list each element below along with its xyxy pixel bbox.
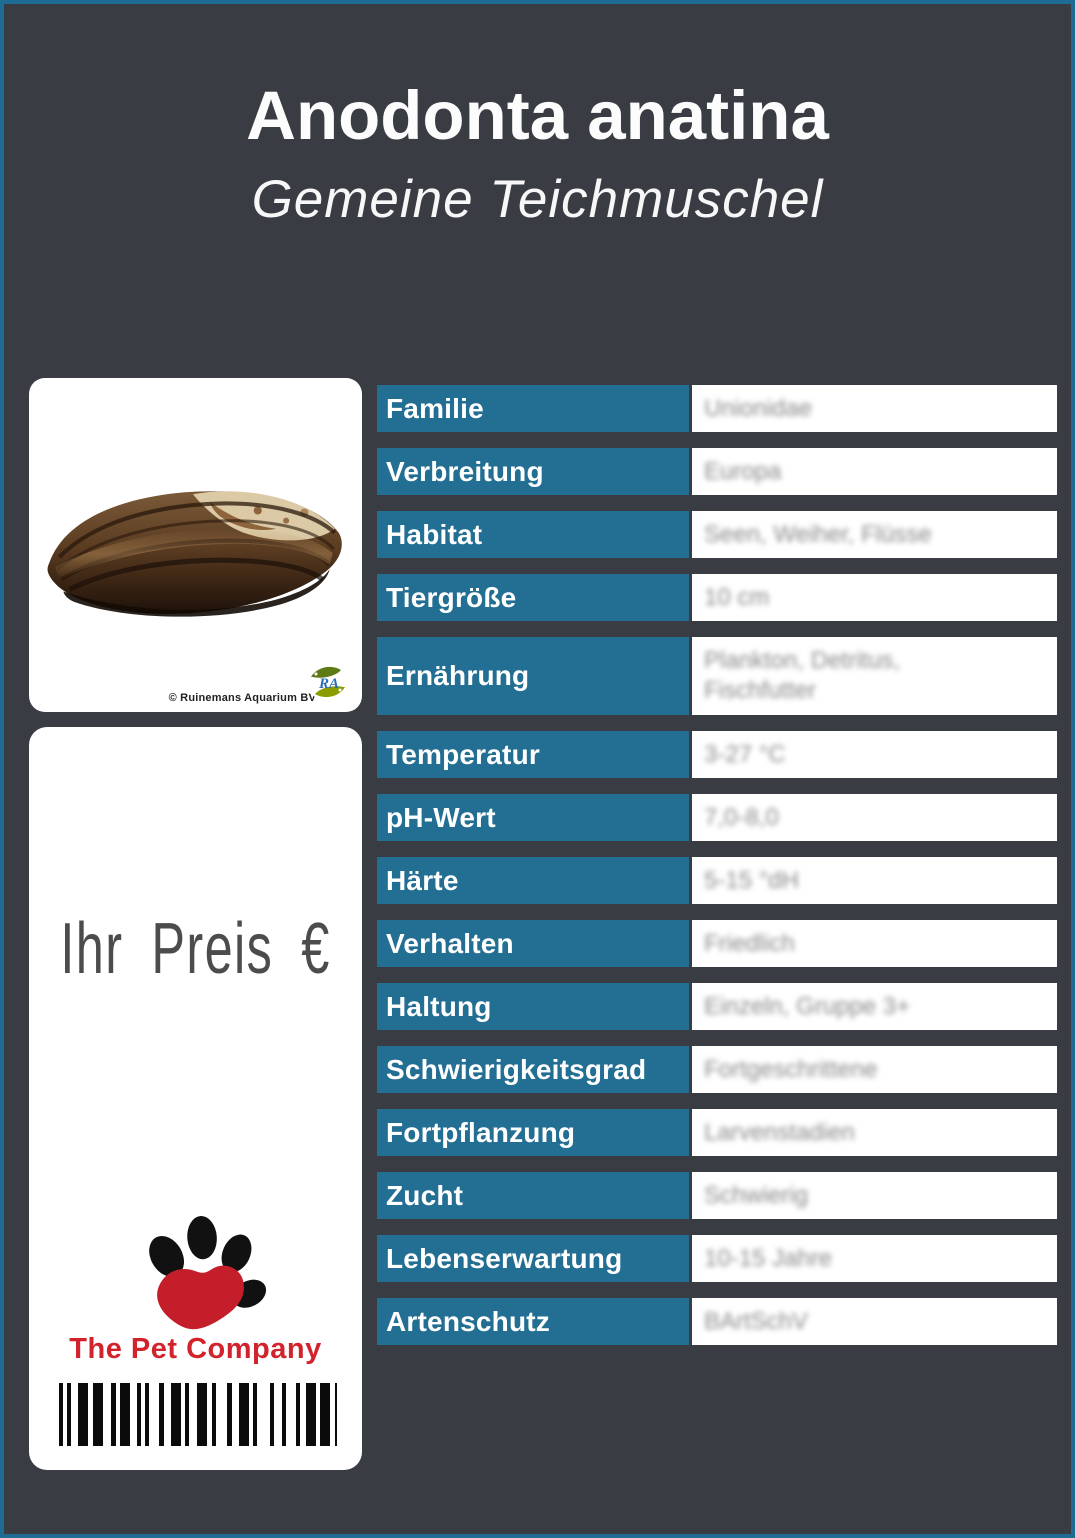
company-name: The Pet Company [69, 1333, 322, 1365]
spec-value: 10-15 Jahre [704, 1244, 833, 1272]
spec-value: Unionidae [704, 394, 813, 422]
table-row: Temperatur 3-27 °C [377, 731, 1057, 778]
spec-value-cell: Europa [692, 448, 1057, 495]
table-row: Familie Unionidae [377, 385, 1057, 432]
table-row: Ernährung Plankton, Detritus, Fischfutte… [377, 637, 1057, 715]
spec-value: 10 cm [704, 583, 770, 611]
spec-value-cell: Larvenstadien [692, 1109, 1057, 1156]
table-row: Habitat Seen, Weiher, Flüsse [377, 511, 1057, 558]
table-row: Verhalten Friedlich [377, 920, 1057, 967]
table-row: Härte 5-15 °dH [377, 857, 1057, 904]
spec-value: Schwierig [704, 1181, 809, 1209]
spec-label: Familie [377, 385, 689, 432]
page-subtitle: Gemeine Teichmuschel [251, 170, 824, 229]
spec-value: 7,0-8,0 [704, 803, 779, 831]
table-row: Lebenserwartung 10-15 Jahre [377, 1235, 1057, 1282]
paw-icon [141, 1211, 269, 1339]
spec-value-cell: 10-15 Jahre [692, 1235, 1057, 1282]
aquarium-logo-letters: RA [318, 676, 339, 692]
spec-label: Verhalten [377, 920, 689, 967]
spec-value: Fortgeschrittene [704, 1055, 878, 1083]
spec-label: Artenschutz [377, 1298, 689, 1345]
aquarium-logo-icon: RA [307, 661, 349, 703]
spec-label: Ernährung [377, 637, 689, 715]
spec-label: Lebenserwartung [377, 1235, 689, 1282]
spec-label: Schwierigkeitsgrad [377, 1046, 689, 1093]
barcode [59, 1383, 337, 1446]
mussel-illustration [47, 491, 342, 617]
spec-value: 3-27 °C [704, 740, 786, 768]
spec-label: Fortpflanzung [377, 1109, 689, 1156]
spec-value: BArtSchV [704, 1307, 809, 1335]
spec-value-cell: 5-15 °dH [692, 857, 1057, 904]
spec-label: Tiergröße [377, 574, 689, 621]
spec-value: Einzeln, Gruppe 3+ [704, 992, 911, 1020]
photo-card: © Ruinemans Aquarium BV RA [29, 378, 362, 712]
table-row: pH-Wert 7,0-8,0 [377, 794, 1057, 841]
spec-value-cell: Schwierig [692, 1172, 1057, 1219]
price-label: Ihr Preis € [60, 909, 331, 989]
spec-label: Verbreitung [377, 448, 689, 495]
price-card: Ihr Preis € The Pet Company [29, 727, 362, 1470]
table-row: Schwierigkeitsgrad Fortgeschrittene [377, 1046, 1057, 1093]
spec-value: Larvenstadien [704, 1118, 855, 1146]
table-row: Haltung Einzeln, Gruppe 3+ [377, 983, 1057, 1030]
spec-value-cell: 10 cm [692, 574, 1057, 621]
spec-label: Haltung [377, 983, 689, 1030]
spec-value-cell: Seen, Weiher, Flüsse [692, 511, 1057, 558]
table-row: Fortpflanzung Larvenstadien [377, 1109, 1057, 1156]
photo-credit: © Ruinemans Aquarium BV [168, 692, 316, 704]
table-row: Tiergröße 10 cm [377, 574, 1057, 621]
spec-value-cell: 3-27 °C [692, 731, 1057, 778]
spec-value-cell: Friedlich [692, 920, 1057, 967]
spec-value: Friedlich [704, 929, 795, 957]
spec-value: Seen, Weiher, Flüsse [704, 520, 932, 548]
spec-label: Härte [377, 857, 689, 904]
spec-label: pH-Wert [377, 794, 689, 841]
page-title: Anodonta anatina [246, 77, 829, 154]
mussel-photo [41, 470, 349, 632]
table-row: Verbreitung Europa [377, 448, 1057, 495]
table-row: Zucht Schwierig [377, 1172, 1057, 1219]
spec-value-cell: BArtSchV [692, 1298, 1057, 1345]
spec-value-cell: Unionidae [692, 385, 1057, 432]
table-row: Artenschutz BArtSchV [377, 1298, 1057, 1345]
spec-value: Plankton, Detritus, Fischfutter [704, 647, 901, 704]
spec-value-cell: 7,0-8,0 [692, 794, 1057, 841]
spec-value-cell: Fortgeschrittene [692, 1046, 1057, 1093]
spec-label: Habitat [377, 511, 689, 558]
spec-value-cell: Einzeln, Gruppe 3+ [692, 983, 1057, 1030]
spec-table: Familie Unionidae Verbreitung Europa Hab… [377, 385, 1057, 1361]
spec-label: Temperatur [377, 731, 689, 778]
spec-value: 5-15 °dH [704, 866, 799, 894]
spec-value-cell: Plankton, Detritus, Fischfutter [692, 637, 1057, 715]
spec-value: Europa [704, 457, 782, 485]
spec-label: Zucht [377, 1172, 689, 1219]
